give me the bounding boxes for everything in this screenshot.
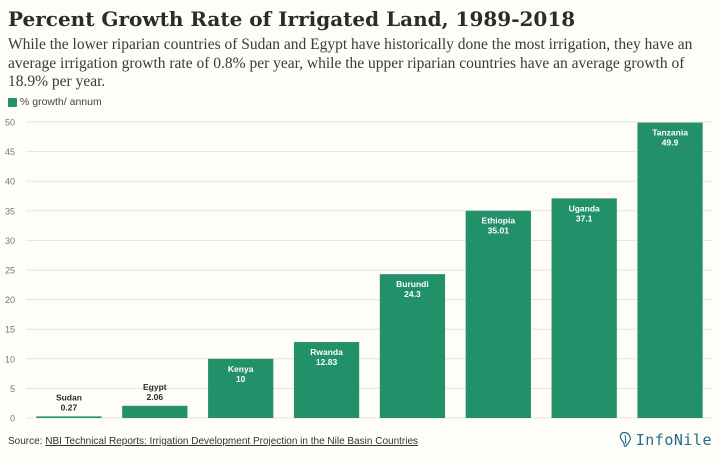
bar	[122, 405, 188, 418]
bar	[208, 358, 274, 418]
bar-category-label: Egypt	[143, 382, 167, 392]
bar	[551, 198, 617, 418]
bar-category-label: Rwanda	[310, 347, 343, 357]
source-prefix: Source:	[8, 436, 46, 447]
bar-category-label: Sudan	[56, 392, 82, 402]
bar-value-label: 35.01	[488, 226, 510, 236]
bar	[36, 416, 102, 418]
bar-value-label: 12.83	[316, 357, 338, 367]
bar-value-label: 49.9	[662, 138, 679, 148]
bar-value-label: 10	[236, 374, 246, 384]
bar	[637, 122, 703, 418]
y-tick-label: 50	[5, 118, 15, 128]
bar-category-label: Ethiopia	[482, 216, 516, 226]
y-tick-label: 5	[10, 384, 15, 394]
y-tick-label: 25	[5, 266, 15, 276]
bar-value-label: 24.3	[404, 289, 421, 299]
legend: % growth/ annum	[8, 96, 102, 108]
y-tick-label: 35	[5, 206, 15, 216]
y-tick-label: 45	[5, 147, 15, 157]
y-tick-label: 30	[5, 236, 15, 246]
chart-subtitle: While the lower riparian countries of Su…	[8, 36, 693, 90]
bar-category-label: Uganda	[569, 203, 600, 213]
source-link[interactable]: NBI Technical Reports: Irrigation Develo…	[45, 436, 419, 447]
bar-value-label: 0.27	[61, 402, 78, 412]
bar-category-label: Kenya	[228, 364, 254, 374]
bar	[293, 342, 360, 418]
y-tick-label: 0	[10, 414, 15, 424]
bar-value-label: 2.06	[147, 392, 164, 402]
chart-title: Percent Growth Rate of Irrigated Land, 1…	[8, 7, 576, 31]
y-tick-label: 10	[5, 354, 15, 364]
bar-category-label: Burundi	[396, 279, 429, 289]
source-note: Source: NBI Technical Reports: Irrigatio…	[8, 436, 418, 447]
legend-label: % growth/ annum	[20, 96, 102, 108]
bar	[465, 210, 531, 418]
nile-map-icon	[619, 432, 631, 447]
y-tick-label: 40	[5, 177, 15, 187]
bar	[379, 274, 446, 418]
y-tick-label: 15	[5, 325, 15, 335]
y-tick-label: 20	[5, 295, 15, 305]
bar-value-label: 37.1	[576, 213, 593, 223]
bar-category-label: Tanzania	[652, 128, 688, 138]
logo-text: InfoNile	[635, 431, 712, 449]
legend-swatch	[8, 97, 17, 107]
infonile-logo: InfoNile	[619, 431, 712, 449]
